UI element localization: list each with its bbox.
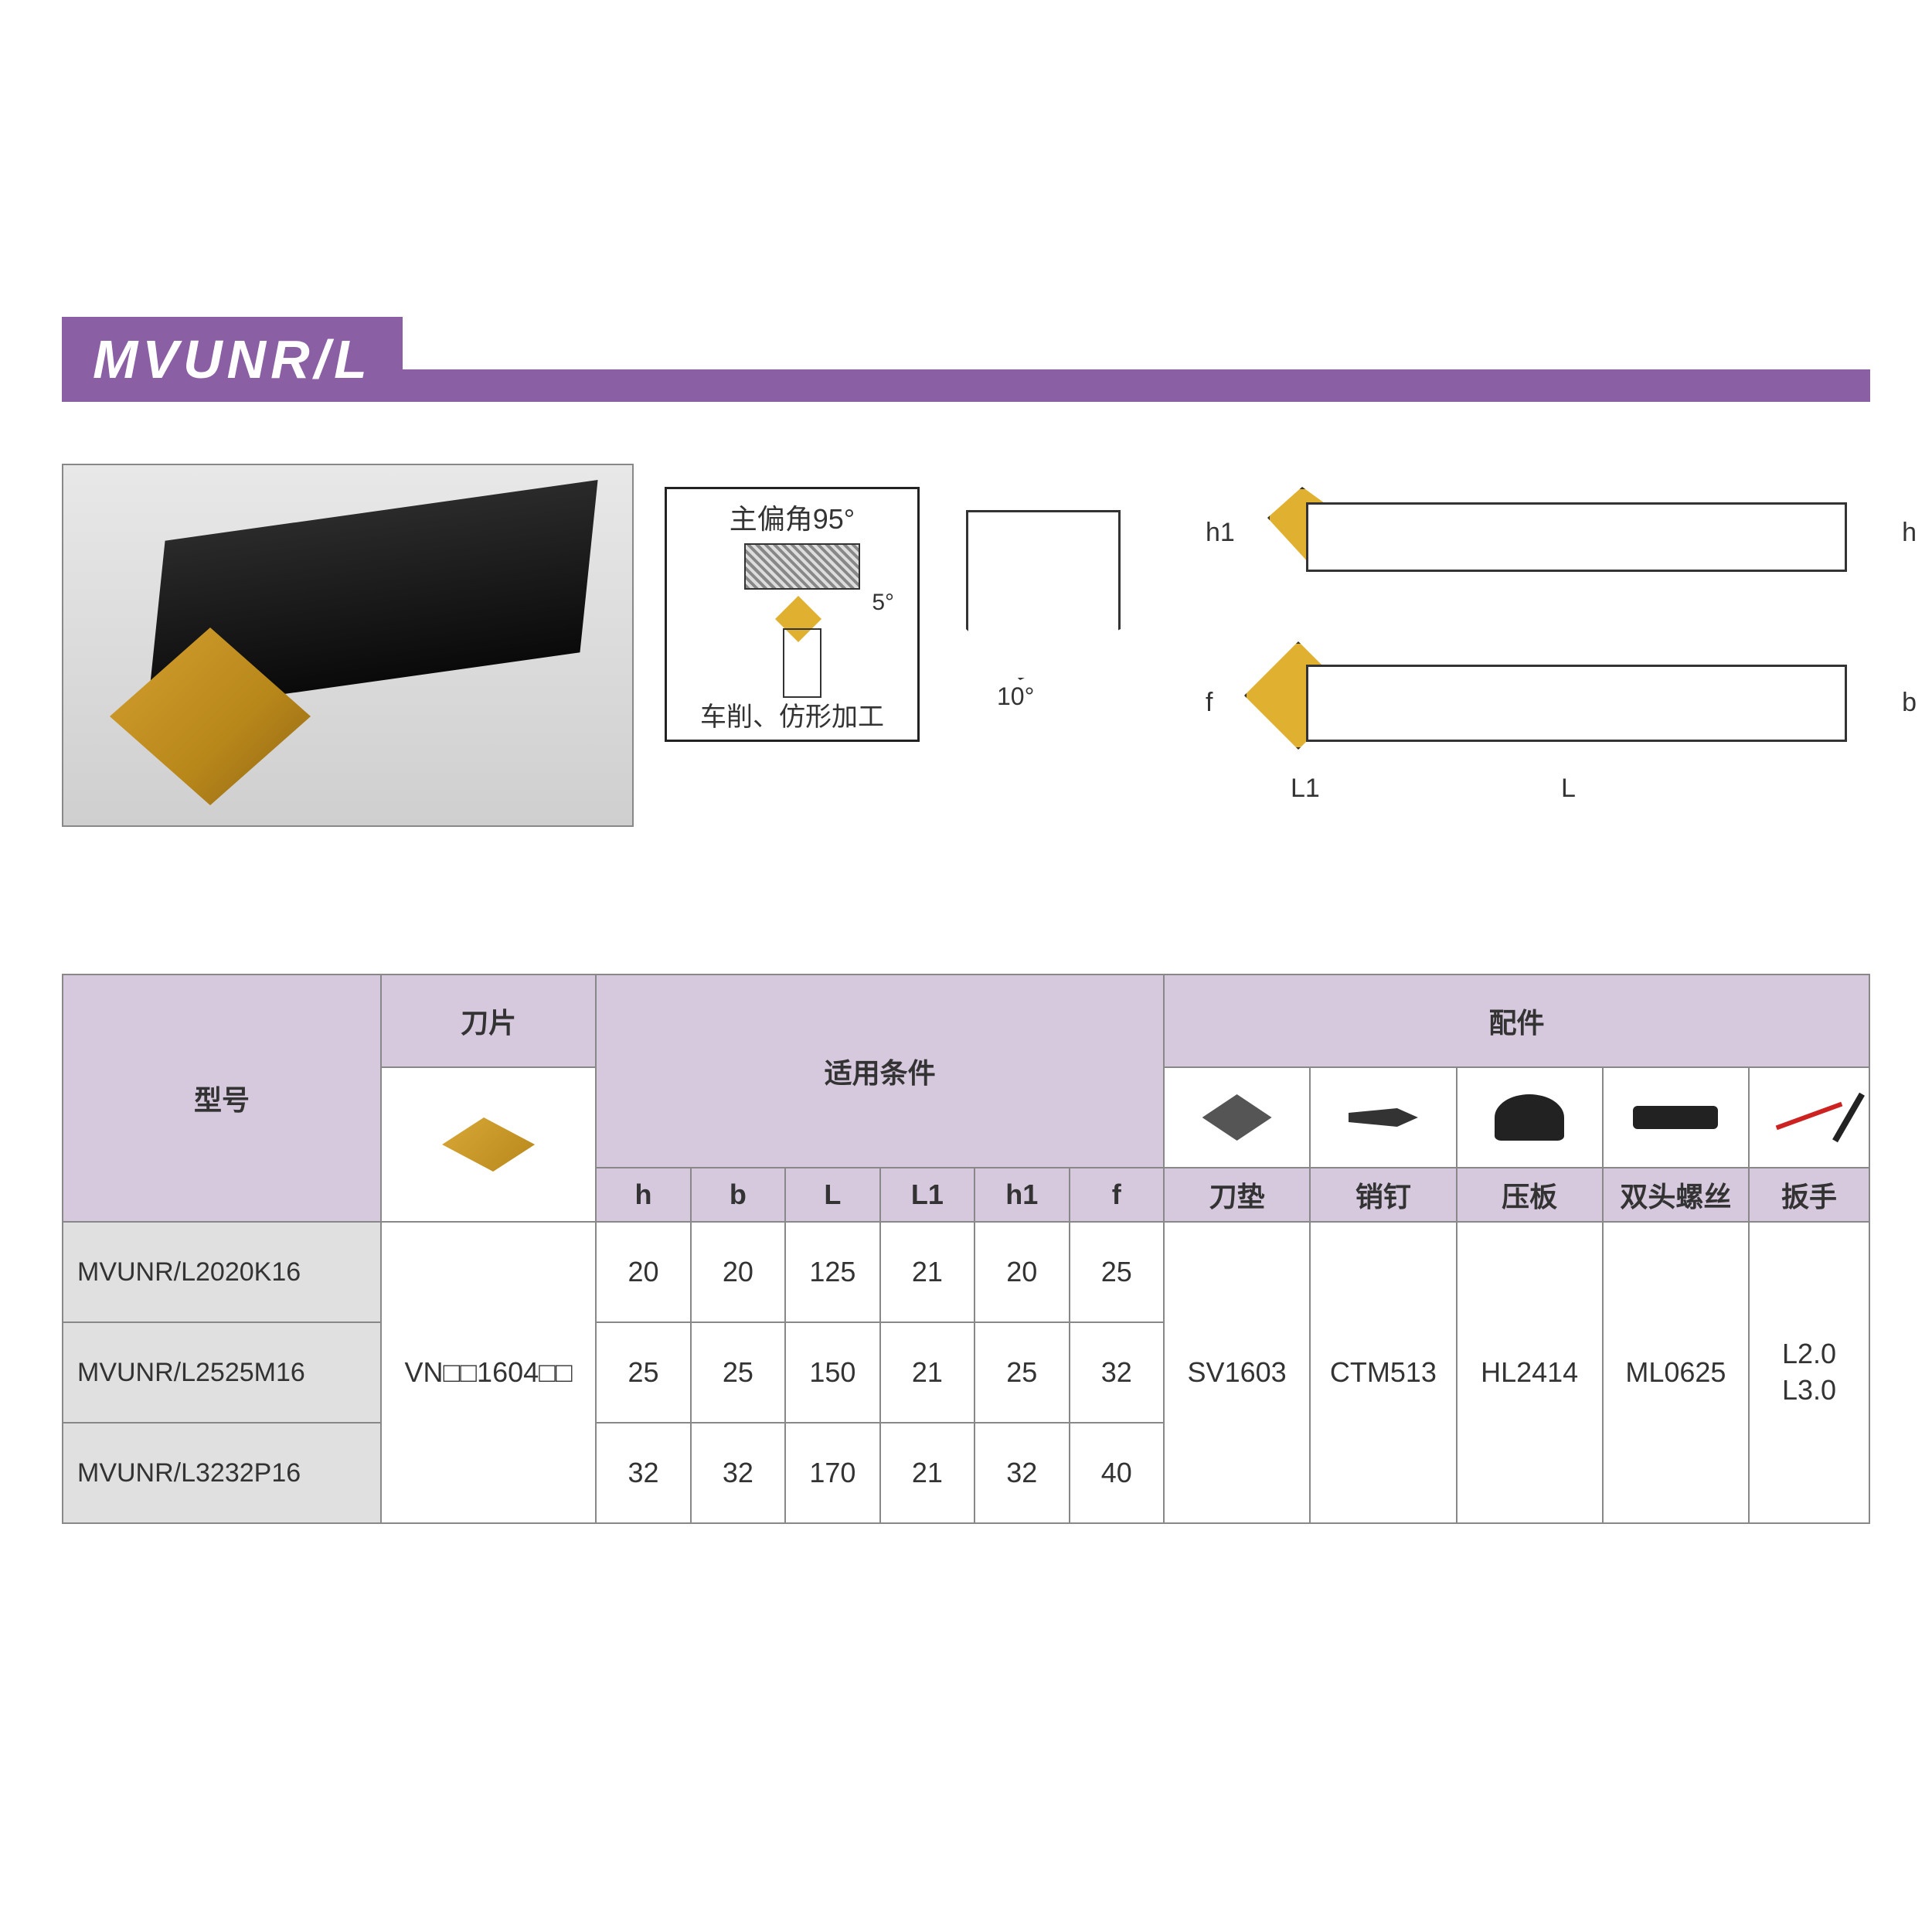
col-shim: 刀垫 — [1164, 1168, 1310, 1222]
col-insert: 刀片 — [381, 975, 596, 1067]
product-title: MVUNR/L — [62, 317, 403, 402]
cell-insert-code: VN□□1604□□ — [381, 1222, 596, 1523]
table-row: MVUNR/L2020K16 VN□□1604□□ 20 20 125 21 2… — [63, 1222, 1869, 1322]
insert-icon — [442, 1117, 535, 1172]
title-stripe — [403, 369, 1870, 402]
acc-img-clamp — [1457, 1067, 1603, 1168]
wrench-val-a: L2.0 — [1750, 1336, 1868, 1372]
cell-l: 150 — [785, 1322, 879, 1423]
cell-model: MVUNR/L3232P16 — [63, 1423, 381, 1523]
cell-l1: 21 — [880, 1222, 975, 1322]
diagram-row: 主偏角95° 5° 车削、仿形加工 10° h1 h f — [62, 464, 1870, 827]
cell-model: MVUNR/L2525M16 — [63, 1322, 381, 1423]
dim-f: f — [1206, 688, 1213, 718]
col-l1: L1 — [880, 1168, 975, 1222]
dim-l: L — [1561, 774, 1576, 804]
cell-f: 25 — [1070, 1222, 1164, 1322]
acc-img-pin — [1310, 1067, 1456, 1168]
col-model: 型号 — [63, 975, 381, 1222]
relief-angle-label: 5° — [872, 590, 894, 616]
col-pin: 销钉 — [1310, 1168, 1456, 1222]
cell-h: 32 — [596, 1423, 690, 1523]
profile-angle-label: 10° — [997, 682, 1034, 711]
cell-h: 20 — [596, 1222, 690, 1322]
dim-l1: L1 — [1291, 774, 1320, 804]
cell-l: 170 — [785, 1423, 879, 1523]
title-bar: MVUNR/L — [62, 317, 1870, 402]
col-screw: 双头螺丝 — [1603, 1168, 1749, 1222]
dim-b: b — [1902, 688, 1917, 718]
cell-l1: 21 — [880, 1322, 975, 1423]
dim-h: h — [1902, 518, 1917, 548]
acc-img-screw — [1603, 1067, 1749, 1168]
cell-l1: 21 — [880, 1423, 975, 1523]
acc-img-wrench — [1749, 1067, 1869, 1168]
cell-f: 40 — [1070, 1423, 1164, 1523]
tool-photo — [62, 464, 634, 827]
cell-l: 125 — [785, 1222, 879, 1322]
angle-diagram: 主偏角95° 5° 车削、仿形加工 — [665, 487, 920, 742]
wrench-val-b: L3.0 — [1750, 1372, 1868, 1409]
cell-b: 32 — [691, 1423, 785, 1523]
col-accessories: 配件 — [1164, 975, 1869, 1067]
col-h1: h1 — [975, 1168, 1069, 1222]
cell-f: 32 — [1070, 1322, 1164, 1423]
cell-screw: ML0625 — [1603, 1222, 1749, 1523]
col-f: f — [1070, 1168, 1164, 1222]
dim-h1: h1 — [1206, 518, 1235, 548]
cell-shim: SV1603 — [1164, 1222, 1310, 1523]
profile-diagram: 10° — [951, 495, 1151, 726]
cell-h1: 25 — [975, 1322, 1069, 1423]
cell-clamp: HL2414 — [1457, 1222, 1603, 1523]
cell-h1: 20 — [975, 1222, 1069, 1322]
cell-h1: 32 — [975, 1423, 1069, 1523]
col-b: b — [691, 1168, 785, 1222]
cell-b: 25 — [691, 1322, 785, 1423]
cell-b: 20 — [691, 1222, 785, 1322]
insert-image-cell — [381, 1067, 596, 1222]
spec-table: 型号 刀片 适用条件 配件 h b L L1 h1 f 刀垫 — [62, 974, 1870, 1524]
cell-pin: CTM513 — [1310, 1222, 1456, 1523]
col-h: h — [596, 1168, 690, 1222]
col-conditions: 适用条件 — [596, 975, 1164, 1168]
approach-angle-label: 主偏角95° — [667, 497, 917, 537]
cell-h: 25 — [596, 1322, 690, 1423]
application-label: 车削、仿形加工 — [667, 696, 917, 733]
col-wrench: 扳手 — [1749, 1168, 1869, 1222]
col-cap-l: L — [785, 1168, 879, 1222]
col-clamp: 压板 — [1457, 1168, 1603, 1222]
cell-wrench: L2.0 L3.0 — [1749, 1222, 1869, 1523]
cell-model: MVUNR/L2020K16 — [63, 1222, 381, 1322]
acc-img-shim — [1164, 1067, 1310, 1168]
